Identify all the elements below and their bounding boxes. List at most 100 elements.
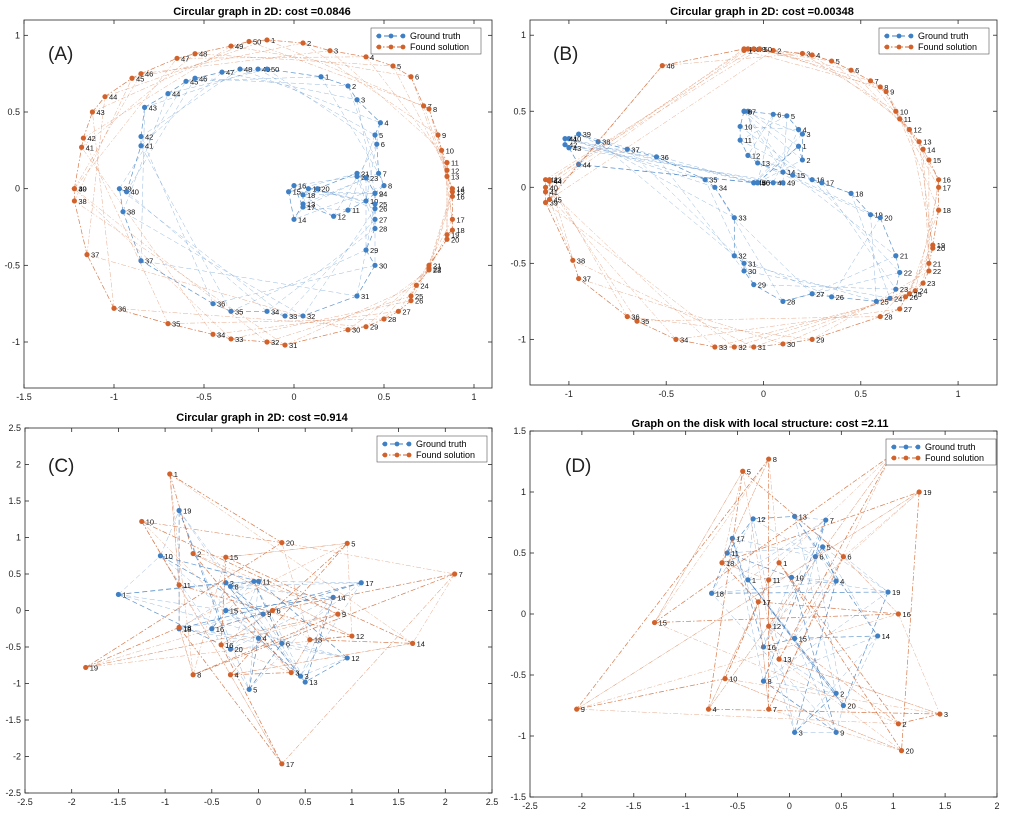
- panel-d-edge: [794, 635, 878, 639]
- panel-a-node-label: 27: [402, 307, 410, 316]
- panel-a-edge: [86, 254, 115, 309]
- panel-a-point: [372, 216, 378, 222]
- panel-a-node-label: 5: [379, 131, 383, 140]
- panel-c-point: [410, 640, 416, 646]
- panel-b-point: [745, 108, 751, 114]
- panel-b-point: [867, 212, 874, 218]
- panel-c-edge: [248, 638, 259, 690]
- panel-a-edge-extra: [221, 71, 358, 100]
- panel-c-xtick-label: -1.5: [111, 797, 127, 807]
- panel-c-legend-marker: [406, 452, 412, 458]
- panel-b-edge-extra: [740, 126, 799, 130]
- panel-a-edge: [284, 329, 349, 346]
- panel-d-edge-extra: [778, 658, 902, 751]
- panel-b-node-label: 31: [748, 259, 756, 268]
- panel-a-point: [129, 75, 135, 81]
- panel-d-point: [895, 611, 902, 617]
- panel-b-edge: [578, 133, 599, 142]
- panel-a-point: [374, 141, 380, 147]
- panel-d-node-label: 12: [757, 515, 765, 524]
- panel-a-node-label: 43: [149, 103, 157, 112]
- panel-b-edge-extra: [753, 48, 852, 71]
- panel-c-legend-marker: [394, 452, 400, 458]
- panel-a-node-label: 10: [370, 197, 378, 206]
- panel-c-point: [227, 672, 234, 678]
- panel-a-node-label: 26: [415, 297, 423, 306]
- panel-a-edge-extra: [140, 107, 145, 261]
- panel-b-edge-extra: [740, 126, 813, 180]
- panel-a-node-label: 10: [446, 146, 454, 155]
- panel-b-edge: [753, 343, 783, 348]
- panel-a-point: [314, 186, 320, 192]
- panel-c-edge-extra: [230, 582, 362, 587]
- panel-a-node-label: 49: [235, 42, 243, 51]
- panel-b-point: [542, 189, 549, 195]
- panel-a-point: [372, 132, 378, 138]
- panel-a-node-label: 50: [253, 37, 261, 46]
- panel-a-edge-extra: [83, 137, 169, 324]
- panel-c-edge-extra: [169, 473, 180, 585]
- panel-b-point: [741, 268, 747, 274]
- panel-d-edge: [711, 591, 889, 594]
- panel-b-edge-extra: [773, 129, 799, 183]
- panel-b-point: [653, 154, 660, 160]
- panel-c-edge-extra: [221, 613, 338, 646]
- panel-a-node-label: 34: [217, 330, 225, 339]
- panel-b-ytick-label: -0.5: [510, 258, 526, 268]
- panel-a-node-label: 13: [451, 172, 459, 181]
- panel-a-node-label: 35: [172, 320, 180, 329]
- panel-a-edge-extra: [383, 265, 430, 320]
- panel-a-point: [363, 247, 369, 253]
- panel-d-edge: [843, 591, 889, 706]
- panel-b-point: [877, 313, 883, 320]
- panel-a-node-label: 3: [334, 47, 338, 56]
- panel-a-node-label: 8: [388, 182, 392, 191]
- panel-d-point: [840, 554, 847, 560]
- panel-a-edge: [266, 68, 322, 78]
- panel-c-edge-extra: [258, 581, 362, 584]
- panel-a-edge-extra: [398, 239, 448, 312]
- panel-a-node-label: 1: [325, 73, 329, 82]
- panel-a-edge: [230, 338, 268, 343]
- panel-d-edge-extra: [721, 458, 769, 563]
- panel-b-edge-extra: [850, 70, 920, 142]
- panel-a-node-label: 16: [456, 192, 464, 201]
- panel-b-node-label: 29: [816, 335, 824, 344]
- panel-b-edge-extra: [812, 255, 896, 294]
- panel-b-point: [741, 260, 747, 266]
- panel-b-point: [566, 145, 572, 151]
- panel-d-node-label: 9: [581, 705, 585, 714]
- panel-b-edge-extra: [545, 202, 735, 348]
- panel-d-node-label: 16: [902, 610, 910, 619]
- panel-a-point: [363, 175, 369, 181]
- panel-a-edge-extra: [293, 188, 318, 220]
- panel-a-node-label: 28: [388, 315, 396, 324]
- panel-d-edge-extra: [763, 591, 889, 682]
- panel-b-node-label: 15: [933, 156, 941, 165]
- panel-d-node-label: 3: [944, 710, 948, 719]
- panel-b-edge: [743, 270, 755, 285]
- panel-d-edge: [708, 708, 940, 715]
- panel-b-node-label: 24: [919, 287, 927, 296]
- panel-b-point: [809, 336, 815, 342]
- panel-a-edge-extra: [81, 147, 214, 335]
- panel-a-edge-extra: [329, 50, 442, 151]
- panel-b-edge-extra: [870, 214, 877, 302]
- panel-a-point: [372, 190, 378, 196]
- panel-c-point: [255, 578, 262, 584]
- panel-b-edge-extra: [597, 141, 735, 256]
- panel-c-edge-extra: [160, 555, 213, 629]
- panel-c-point: [167, 471, 173, 477]
- panel-c-edge: [211, 582, 362, 630]
- panel-b-legend-marker: [896, 33, 902, 39]
- panel-d-xtick-label: -2.5: [522, 801, 538, 811]
- panel-b-node-label: 43: [553, 176, 561, 185]
- panel-b-edge-extra: [885, 91, 939, 180]
- panel-c-node-label: 11: [183, 581, 191, 590]
- panel-b-node-label: 13: [923, 138, 931, 147]
- panel-b-node-label: 34: [680, 335, 688, 344]
- panel-b-edge-extra: [821, 182, 897, 290]
- panel-b-edge-extra: [880, 263, 930, 317]
